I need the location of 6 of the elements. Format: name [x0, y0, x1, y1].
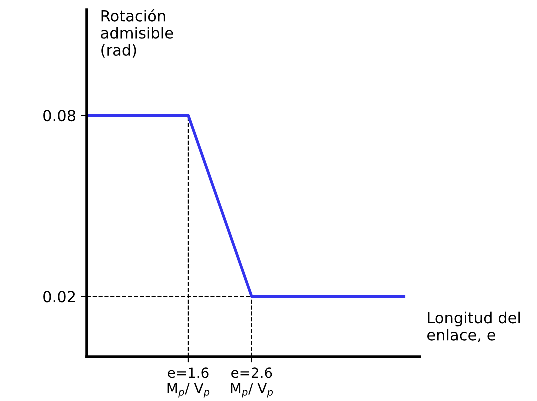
x-axis-title: Longitud del enlace, e: [428, 312, 520, 342]
x-tick-label: e=1.6 M$_{p}$/ V$_{p}$: [168, 368, 210, 398]
y-axis-title: Rotación admisible (rad): [101, 9, 174, 58]
y-tick-label: 0.08: [44, 110, 76, 122]
y-tick-label: 0.02: [44, 291, 76, 303]
x-tick-label: e=2.6 M$_{p}$/ V$_{p}$: [231, 368, 274, 398]
